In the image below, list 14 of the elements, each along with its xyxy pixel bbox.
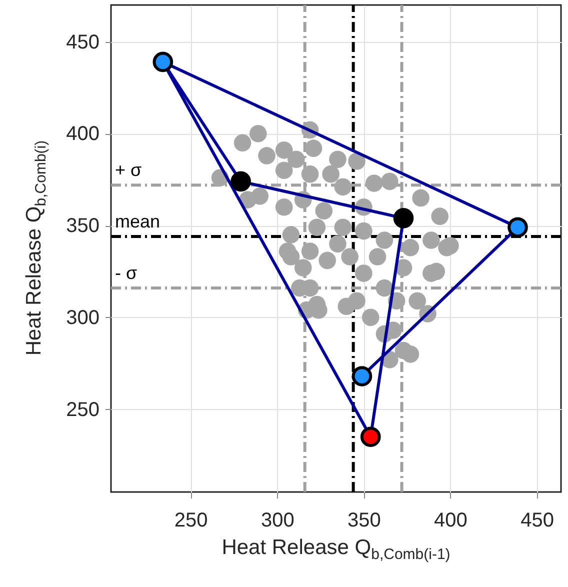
x-tick-label: 400	[434, 510, 468, 532]
x-axis-title: Heat Release Q$_{b,Comb(i-1)}$	[222, 536, 450, 564]
x-tick-label: 250	[174, 510, 208, 532]
x-tick-label: 450	[520, 510, 554, 532]
y-tick-label: 350	[66, 215, 100, 238]
y-tick-label: 450	[66, 31, 100, 54]
ref-line-label: + σ	[115, 160, 142, 180]
x-tick-label: 350	[348, 510, 381, 532]
y-tick-label: 400	[66, 123, 100, 146]
ref-line-label: mean	[115, 212, 160, 232]
x-tick-label: 300	[260, 510, 294, 532]
y-tick-label: 300	[66, 306, 100, 329]
y-tick-label: 250	[66, 398, 100, 421]
ref-line-label: - σ	[115, 263, 138, 284]
